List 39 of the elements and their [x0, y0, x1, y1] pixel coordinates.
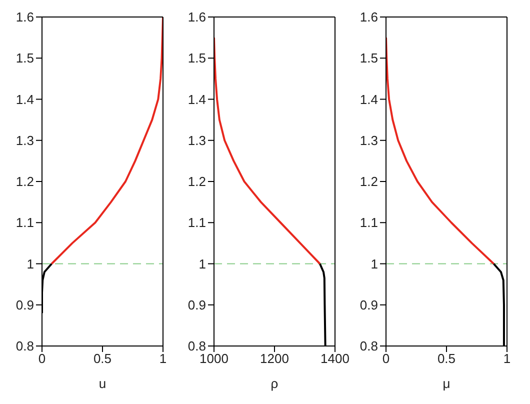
y-tick-label: 1.1 [360, 215, 378, 230]
x-tick-label: 1400 [320, 351, 350, 366]
y-tick-label: 1 [26, 256, 34, 272]
y-tick-label: 1.2 [188, 174, 206, 190]
y-tick-label: 1 [198, 256, 206, 272]
y-tick-label: 0.9 [360, 297, 378, 312]
x-tick-label: 0 [382, 351, 390, 366]
y-tick-label: 0.8 [16, 338, 34, 354]
x-axis-title: ρ [270, 376, 278, 391]
y-tick-label: 1.6 [188, 10, 206, 25]
x-axis-title: μ [442, 376, 450, 391]
y-tick-label: 1.2 [16, 174, 34, 190]
y-tick-label: 1.6 [360, 10, 378, 25]
y-tick-label: 1.4 [188, 92, 206, 107]
y-tick-label: 1.5 [188, 50, 206, 66]
x-tick-label: 0.5 [93, 351, 112, 366]
y-tick-label: 1.3 [360, 132, 378, 148]
x-tick-label: 0.5 [437, 351, 456, 366]
y-tick-label: 1.4 [16, 92, 34, 107]
y-tick-label: 1.1 [16, 215, 34, 230]
x-tick-label: 0 [38, 351, 46, 366]
x-tick-label: 1 [159, 351, 167, 366]
y-tick-label: 0.9 [188, 297, 206, 312]
y-tick-label: 1.5 [360, 50, 378, 66]
x-tick-label: 1200 [260, 351, 289, 366]
y-tick-label: 1.3 [16, 132, 34, 148]
y-tick-label: 1.3 [188, 132, 206, 148]
y-tick-label: 0.8 [360, 338, 378, 354]
y-tick-label: 1.1 [188, 215, 206, 230]
y-tick-label: 1 [370, 256, 378, 272]
y-tick-label: 1.5 [16, 50, 34, 66]
y-tick-label: 1.2 [360, 174, 378, 190]
x-axis-title: u [98, 376, 106, 391]
x-tick-label: 1000 [200, 351, 228, 366]
x-tick-label: 1 [503, 351, 511, 366]
y-tick-label: 0.8 [188, 338, 206, 354]
y-tick-label: 0.9 [16, 297, 34, 312]
y-tick-label: 1.4 [360, 92, 378, 107]
y-tick-label: 1.6 [16, 10, 34, 25]
